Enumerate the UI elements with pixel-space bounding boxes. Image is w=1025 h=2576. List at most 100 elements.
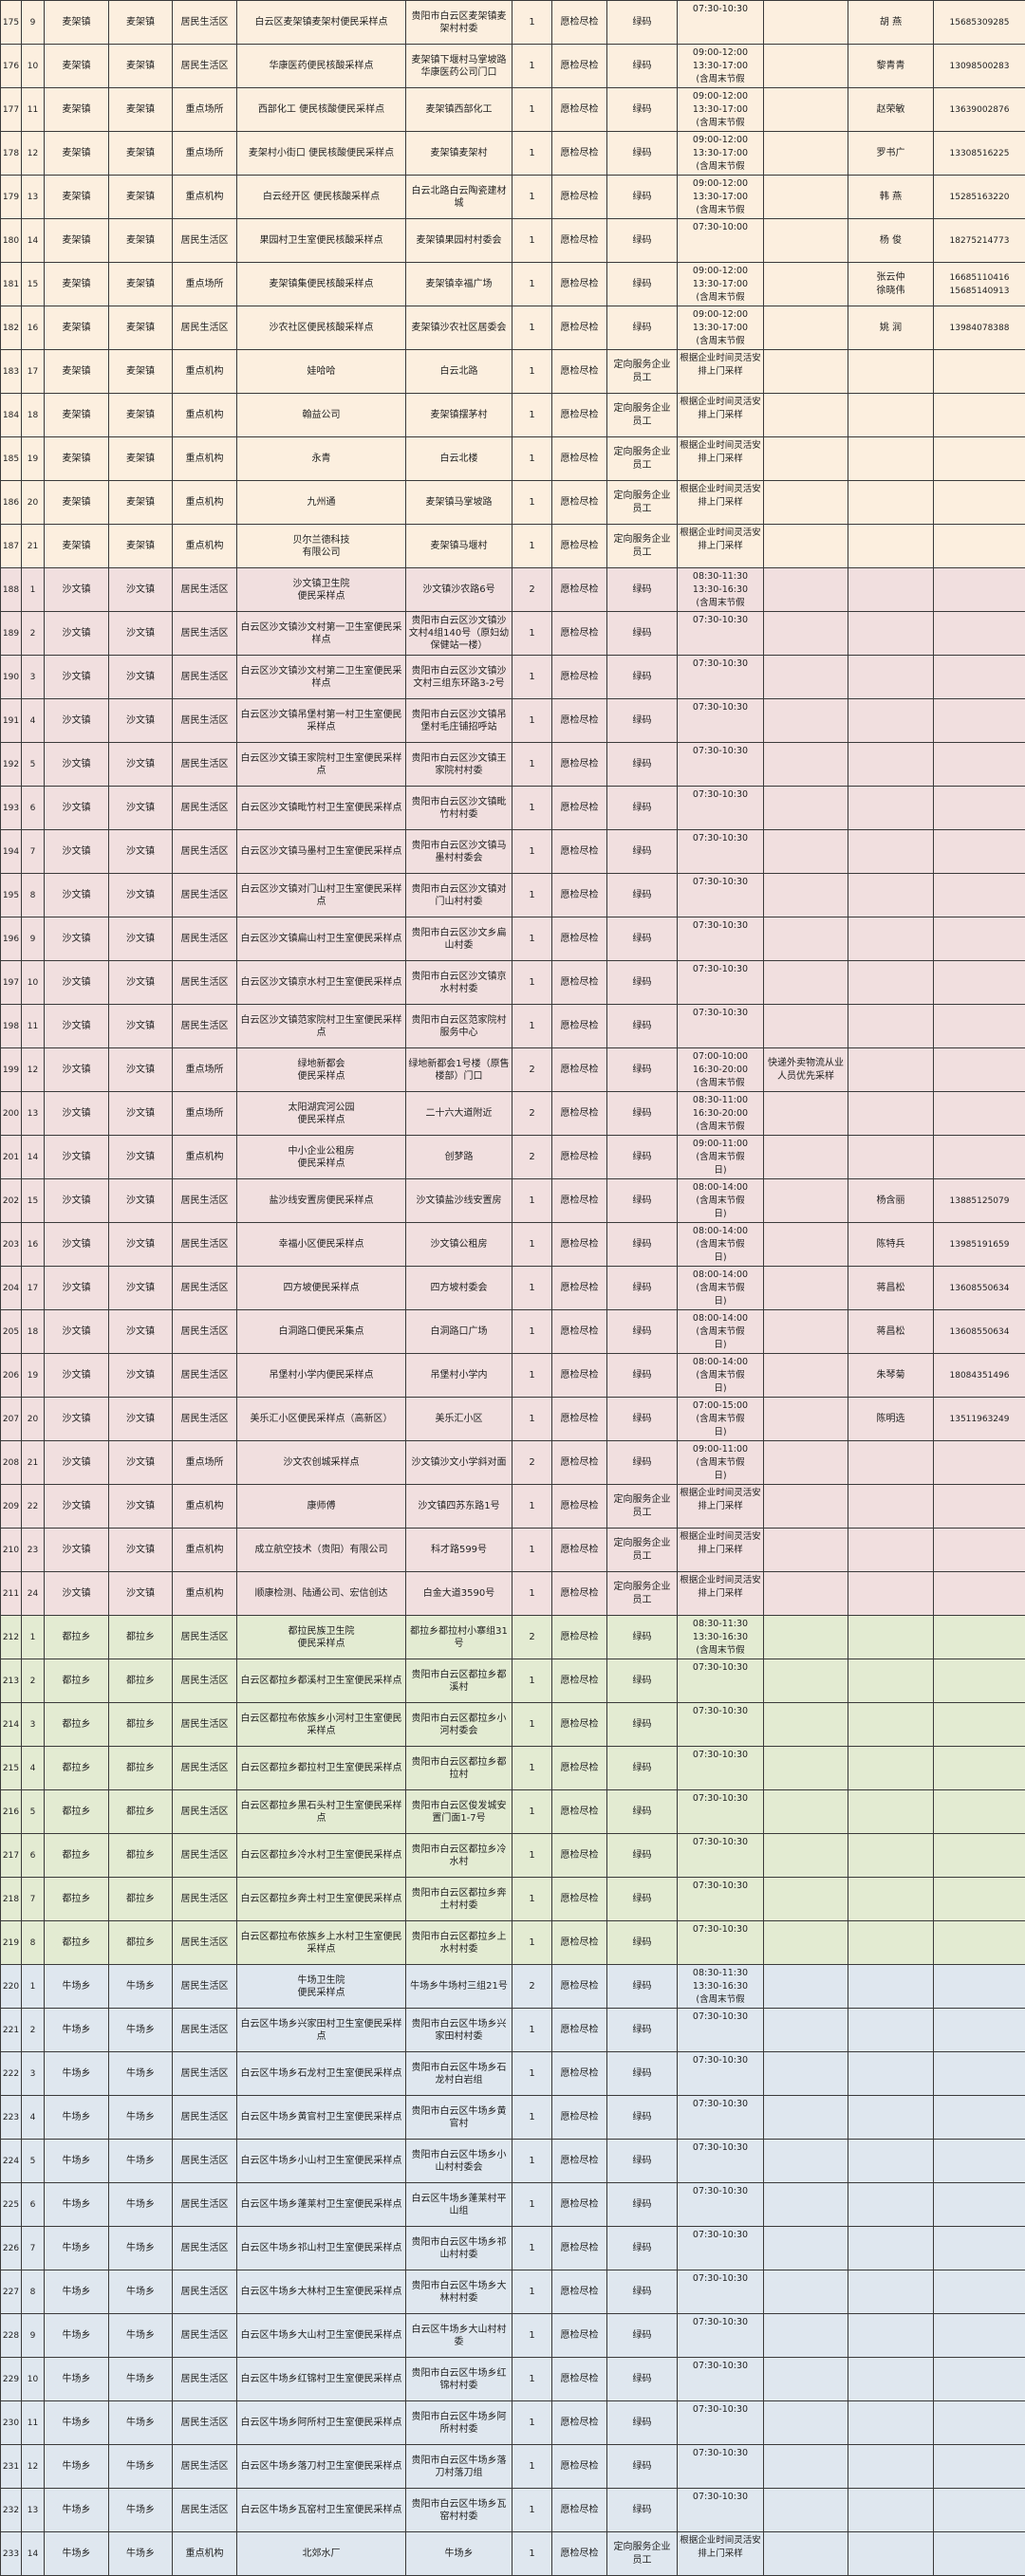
town-office-cell: 沙文镇 [109,656,173,699]
row-number-cell: 188 [1,568,22,612]
contact-person-cell [848,1529,934,1572]
site-category-cell: 居民生活区 [173,45,237,88]
remarks-cell [764,1529,848,1572]
contact-phone-cell [934,2314,1025,2358]
contact-person-cell [848,350,934,394]
contact-phone-cell [934,1616,1025,1659]
site-name-cell: 白云区牛场乡黄官村卫生室便民采样点 [237,2096,406,2140]
site-category-cell: 重点机构 [173,525,237,568]
row-number-cell: 205 [1,1310,22,1354]
sequence-number-cell: 6 [22,1834,45,1878]
row-number-cell: 192 [1,743,22,787]
site-address-cell: 贵阳市白云区牛场乡红锦村村委 [406,2358,512,2401]
sequence-number-cell: 14 [22,1136,45,1179]
sampling-mode-cell: 愿检尽检 [552,2532,607,2576]
site-name-cell: 白云区牛场乡大林村卫生室便民采样点 [237,2270,406,2314]
health-code-cell: 绿码 [607,1092,678,1136]
site-name-cell: 西部化工 便民核酸便民采样点 [237,88,406,132]
service-hours-cell: 07:30-10:30 [678,2096,764,2140]
service-hours-cell: 07:30-10:30 [678,917,764,961]
remarks-cell [764,2532,848,2576]
sampling-points-cell: 1 [512,437,552,481]
sampling-points-cell: 1 [512,219,552,263]
town-cell: 牛场乡 [45,2140,109,2183]
contact-person-cell [848,1790,934,1834]
row-number-cell: 179 [1,176,22,219]
site-name-cell: 白云区沙文镇沙文村第二卫生室便民采样点 [237,656,406,699]
sampling-mode-cell: 愿检尽检 [552,1,607,45]
sequence-number-cell: 12 [22,1048,45,1092]
contact-phone-cell [934,1921,1025,1965]
town-office-cell: 麦架镇 [109,176,173,219]
service-hours-cell: 07:30-10:30 [678,612,764,656]
sequence-number-cell: 8 [22,2270,45,2314]
sequence-number-cell: 7 [22,2227,45,2270]
row-number-cell: 177 [1,88,22,132]
remarks-cell [764,656,848,699]
site-category-cell: 居民生活区 [173,1878,237,1921]
sequence-number-cell: 24 [22,1572,45,1616]
site-name-cell: 绿地新都会 便民采样点 [237,1048,406,1092]
contact-person-cell [848,2140,934,2183]
sampling-points-cell: 1 [512,2009,552,2052]
contact-phone-cell [934,1747,1025,1790]
site-address-cell: 四方坡村委会 [406,1267,512,1310]
sampling-points-cell: 1 [512,2140,552,2183]
sampling-mode-cell: 愿检尽检 [552,1529,607,1572]
site-category-cell: 重点机构 [173,437,237,481]
contact-phone-cell [934,743,1025,787]
health-code-cell: 绿码 [607,874,678,917]
remarks-cell [764,2270,848,2314]
site-category-cell: 重点场所 [173,1092,237,1136]
contact-person-cell: 陈特兵 [848,1223,934,1267]
site-category-cell: 居民生活区 [173,1616,237,1659]
contact-phone-cell [934,656,1025,699]
remarks-cell [764,2227,848,2270]
sampling-points-cell: 1 [512,1485,552,1529]
site-category-cell: 重点场所 [173,1048,237,1092]
site-address-cell: 贵阳市白云区沙文镇沙文村4组140号（原妇幼保健站一楼） [406,612,512,656]
site-address-cell: 白云北楼 [406,437,512,481]
row-number-cell: 225 [1,2183,22,2227]
row-number-cell: 203 [1,1223,22,1267]
site-category-cell: 居民生活区 [173,2358,237,2401]
sampling-points-cell: 1 [512,481,552,525]
row-number-cell: 183 [1,350,22,394]
remarks-cell [764,350,848,394]
sampling-points-cell: 1 [512,2270,552,2314]
site-category-cell: 居民生活区 [173,2183,237,2227]
row-number-cell: 207 [1,1398,22,1441]
town-office-cell: 沙文镇 [109,1441,173,1485]
site-address-cell: 贵阳市白云区沙文镇对门山村村委 [406,874,512,917]
remarks-cell [764,1921,848,1965]
row-number-cell: 200 [1,1092,22,1136]
contact-phone-cell [934,1441,1025,1485]
sampling-points-cell: 1 [512,1529,552,1572]
town-office-cell: 麦架镇 [109,437,173,481]
town-cell: 麦架镇 [45,176,109,219]
site-name-cell: 幸福小区便民采样点 [237,1223,406,1267]
sampling-mode-cell: 愿检尽检 [552,2314,607,2358]
site-address-cell: 贵阳市白云区都拉乡上水村村委 [406,1921,512,1965]
remarks-cell [764,1441,848,1485]
service-hours-cell: 07:30-10:30 [678,874,764,917]
service-hours-cell: 07:30-10:30 [678,2314,764,2358]
row-number-cell: 215 [1,1747,22,1790]
sequence-number-cell: 4 [22,699,45,743]
sampling-mode-cell: 愿检尽检 [552,2401,607,2445]
service-hours-cell: 07:30-10:30 [678,830,764,874]
sequence-number-cell: 9 [22,2314,45,2358]
sampling-points-cell: 1 [512,2489,552,2532]
sampling-mode-cell: 愿检尽检 [552,2183,607,2227]
sampling-points-cell: 1 [512,1354,552,1398]
health-code-cell: 绿码 [607,1223,678,1267]
town-cell: 沙文镇 [45,1529,109,1572]
